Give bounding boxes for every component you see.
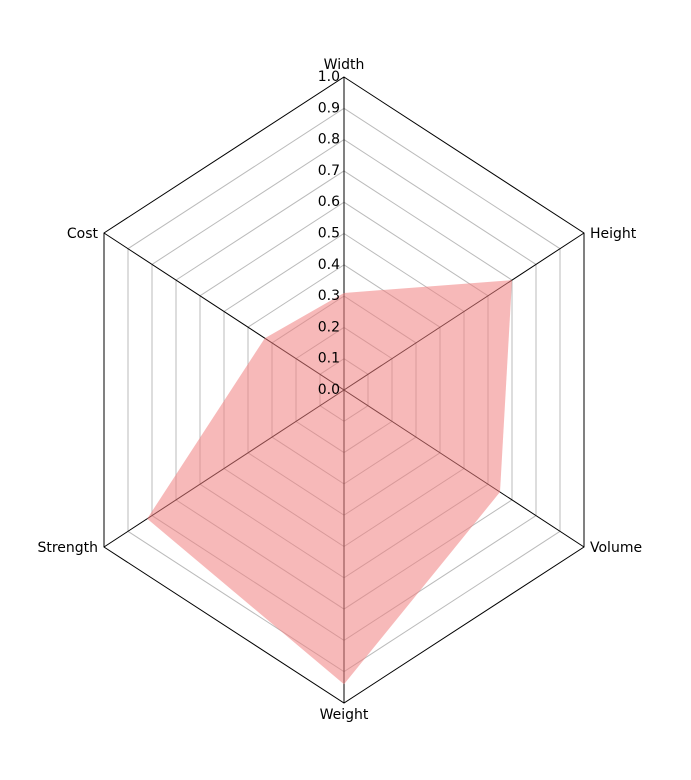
tick-label: 0.8 [318,132,340,148]
axis-label: Strength [37,540,98,556]
axis-label: Weight [320,707,369,723]
axis-label: Height [590,226,637,242]
tick-label: 1.0 [318,69,340,85]
axis-label: Volume [590,540,642,556]
tick-label: 0.0 [318,382,340,398]
tick-label: 0.7 [318,163,340,179]
tick-label: 0.3 [318,288,340,304]
tick-label: 0.6 [318,194,340,210]
tick-label: 0.1 [318,351,340,367]
tick-label: 0.2 [318,319,340,335]
tick-label: 0.4 [318,257,340,273]
tick-label: 0.5 [318,226,340,242]
data-area [147,280,512,685]
axis-label: Width [324,57,365,73]
axis-label: Cost [67,226,99,242]
tick-label: 0.9 [318,100,340,116]
